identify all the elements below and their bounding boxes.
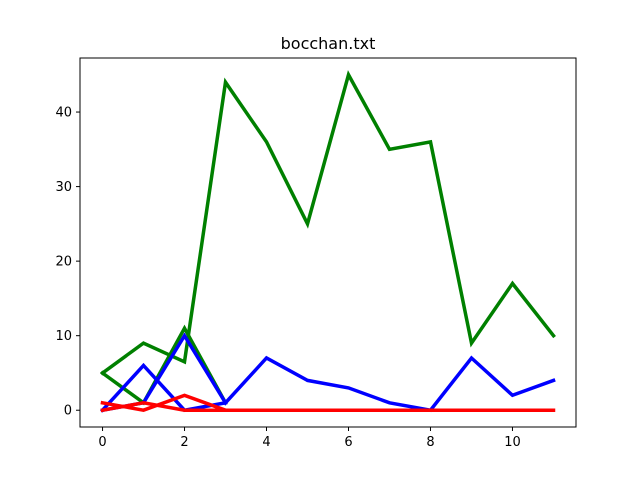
series-line-1 xyxy=(100,70,556,376)
x-tick-label: 4 xyxy=(262,435,270,450)
y-tick-label: 10 xyxy=(55,329,72,344)
y-tick-label: 20 xyxy=(55,255,72,270)
y-axis-ticks: 0 10 20 30 40 xyxy=(55,106,80,419)
series-line-5 xyxy=(100,393,556,413)
x-tick-label: 2 xyxy=(180,435,188,450)
y-tick-label: 40 xyxy=(55,106,72,121)
series-line-6 xyxy=(100,401,228,413)
x-tick-label: 10 xyxy=(504,435,521,450)
series-group xyxy=(100,70,556,413)
y-tick-label: 30 xyxy=(55,180,72,195)
y-tick-label: 0 xyxy=(64,404,72,419)
x-tick-label: 6 xyxy=(344,435,352,450)
axes-frame xyxy=(79,57,577,428)
chart-title: bocchan.txt xyxy=(281,34,376,53)
x-tick-label: 8 xyxy=(426,435,434,450)
x-tick-label: 0 xyxy=(98,435,106,450)
series-line-3 xyxy=(100,332,556,413)
x-axis-ticks: 0 2 4 6 8 10 xyxy=(98,427,521,450)
series-line-4 xyxy=(100,362,228,413)
